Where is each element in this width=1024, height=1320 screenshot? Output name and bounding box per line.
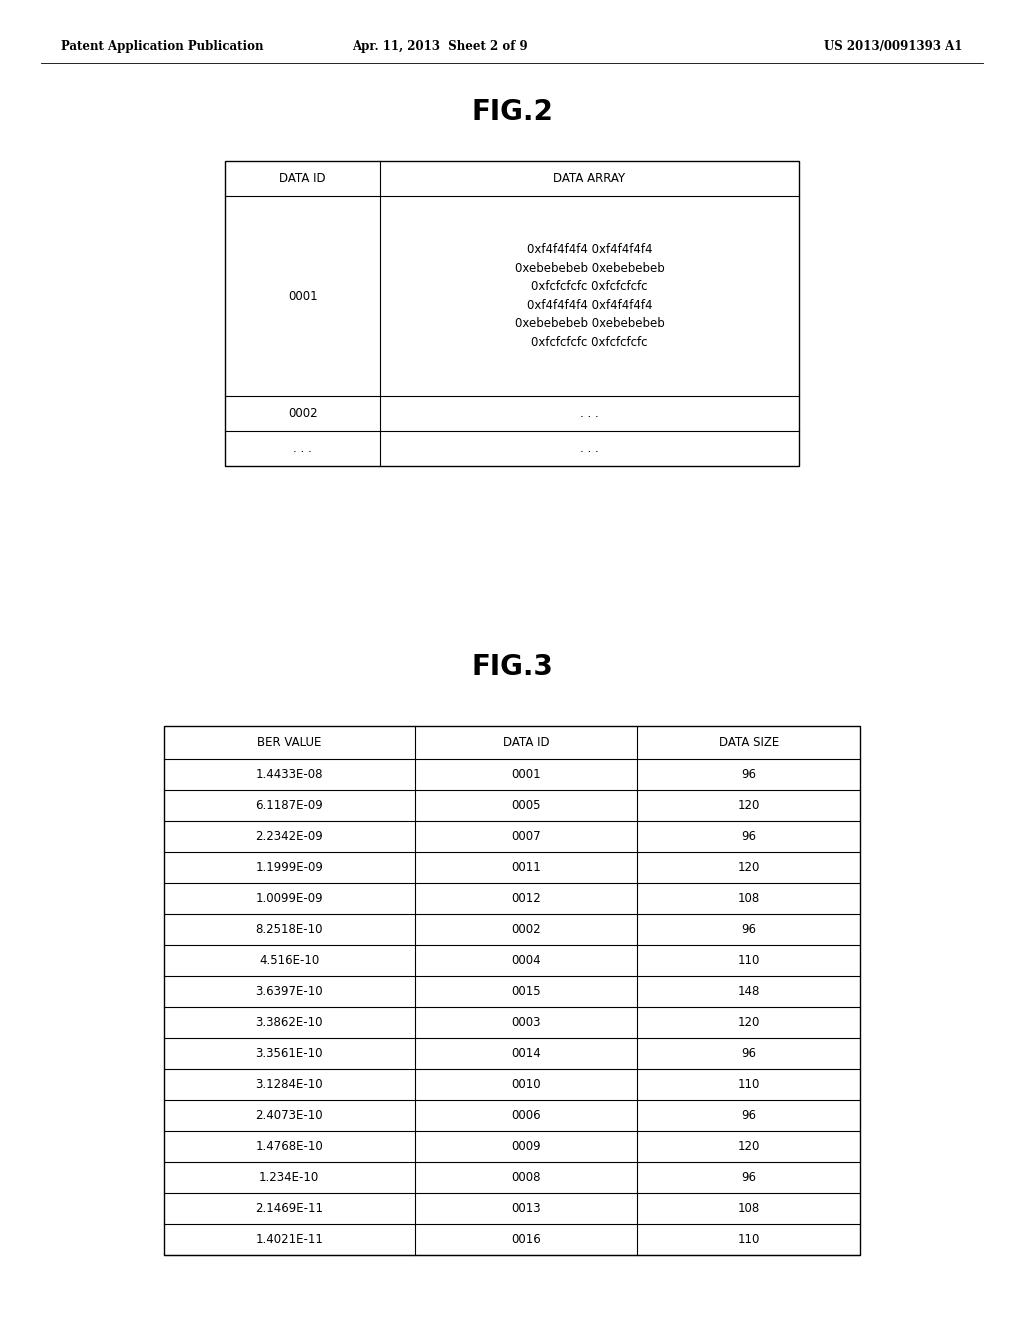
Text: Apr. 11, 2013  Sheet 2 of 9: Apr. 11, 2013 Sheet 2 of 9 — [352, 40, 528, 53]
Text: DATA ID: DATA ID — [280, 172, 326, 185]
Text: 2.4073E-10: 2.4073E-10 — [255, 1109, 323, 1122]
Text: 3.3561E-10: 3.3561E-10 — [255, 1047, 323, 1060]
Text: 1.0099E-09: 1.0099E-09 — [255, 892, 323, 906]
Text: 2.2342E-09: 2.2342E-09 — [255, 830, 323, 843]
Text: 0005: 0005 — [511, 799, 541, 812]
Text: 0015: 0015 — [511, 985, 541, 998]
Text: 0010: 0010 — [511, 1078, 541, 1092]
Text: 3.6397E-10: 3.6397E-10 — [255, 985, 323, 998]
Text: 110: 110 — [737, 1233, 760, 1246]
Text: DATA ID: DATA ID — [503, 737, 549, 748]
Text: 8.2518E-10: 8.2518E-10 — [255, 923, 323, 936]
Text: Patent Application Publication: Patent Application Publication — [61, 40, 264, 53]
Text: 0007: 0007 — [511, 830, 541, 843]
Text: 0001: 0001 — [511, 768, 541, 781]
Text: 0014: 0014 — [511, 1047, 541, 1060]
Text: 0004: 0004 — [511, 954, 541, 968]
Text: 96: 96 — [741, 923, 757, 936]
Bar — [225, 161, 799, 466]
Text: 2.1469E-11: 2.1469E-11 — [255, 1203, 324, 1214]
Text: BER VALUE: BER VALUE — [257, 737, 322, 748]
Text: 96: 96 — [741, 1109, 757, 1122]
Text: 0008: 0008 — [511, 1171, 541, 1184]
Text: 1.234E-10: 1.234E-10 — [259, 1171, 319, 1184]
Text: 0003: 0003 — [511, 1016, 541, 1030]
Text: 110: 110 — [737, 1078, 760, 1092]
Text: 108: 108 — [737, 1203, 760, 1214]
Text: DATA SIZE: DATA SIZE — [719, 737, 779, 748]
Bar — [164, 726, 860, 1255]
Text: US 2013/0091393 A1: US 2013/0091393 A1 — [824, 40, 963, 53]
Text: 96: 96 — [741, 768, 757, 781]
Text: 148: 148 — [737, 985, 760, 998]
Text: 96: 96 — [741, 1047, 757, 1060]
Text: 96: 96 — [741, 1171, 757, 1184]
Text: 3.3862E-10: 3.3862E-10 — [255, 1016, 323, 1030]
Text: DATA ARRAY: DATA ARRAY — [553, 172, 626, 185]
Text: 0002: 0002 — [288, 407, 317, 420]
Text: 96: 96 — [741, 830, 757, 843]
Text: 0001: 0001 — [288, 289, 317, 302]
Text: 120: 120 — [737, 1016, 760, 1030]
Text: FIG.2: FIG.2 — [471, 98, 553, 127]
Text: 0016: 0016 — [511, 1233, 541, 1246]
Text: 0009: 0009 — [511, 1140, 541, 1152]
Text: 0011: 0011 — [511, 861, 541, 874]
Text: . . .: . . . — [293, 442, 312, 455]
Text: FIG.3: FIG.3 — [471, 652, 553, 681]
Text: 0xf4f4f4f4 0xf4f4f4f4
0xebebebeb 0xebebebeb
0xfcfcfcfc 0xfcfcfcfc
0xf4f4f4f4 0xf: 0xf4f4f4f4 0xf4f4f4f4 0xebebebeb 0xebebe… — [514, 243, 665, 348]
Text: 110: 110 — [737, 954, 760, 968]
Text: 1.4433E-08: 1.4433E-08 — [255, 768, 323, 781]
Text: 4.516E-10: 4.516E-10 — [259, 954, 319, 968]
Text: . . .: . . . — [580, 442, 599, 455]
Text: 1.4768E-10: 1.4768E-10 — [255, 1140, 323, 1152]
Text: 1.4021E-11: 1.4021E-11 — [255, 1233, 324, 1246]
Text: 1.1999E-09: 1.1999E-09 — [255, 861, 324, 874]
Text: 120: 120 — [737, 799, 760, 812]
Text: 120: 120 — [737, 1140, 760, 1152]
Text: 108: 108 — [737, 892, 760, 906]
Text: 120: 120 — [737, 861, 760, 874]
Text: 0006: 0006 — [511, 1109, 541, 1122]
Text: 3.1284E-10: 3.1284E-10 — [255, 1078, 323, 1092]
Text: 0012: 0012 — [511, 892, 541, 906]
Text: 0013: 0013 — [511, 1203, 541, 1214]
Text: 6.1187E-09: 6.1187E-09 — [255, 799, 323, 812]
Text: . . .: . . . — [580, 407, 599, 420]
Text: 0002: 0002 — [511, 923, 541, 936]
